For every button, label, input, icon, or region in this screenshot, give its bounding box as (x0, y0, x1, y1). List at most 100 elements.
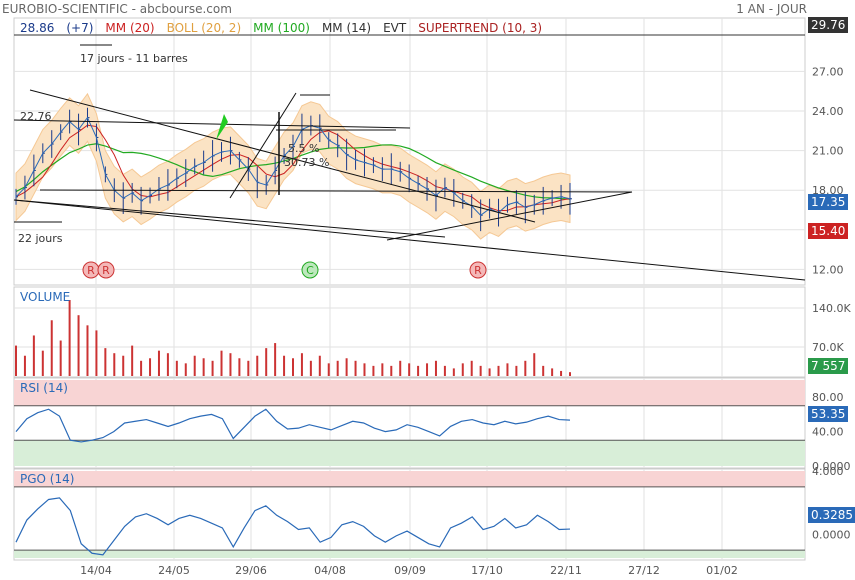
volume-bar (372, 365, 375, 376)
legend-item: 28.86 (20, 21, 55, 35)
volume-bar (32, 335, 35, 376)
legend-item: MM (14) (321, 21, 372, 35)
x-tick-label: 22/11 (550, 564, 582, 577)
volume-bar (300, 353, 303, 376)
volume-title: VOLUME (20, 290, 71, 304)
volume-bar (327, 363, 330, 376)
volume-tick-label: 140.0K (812, 302, 851, 315)
legend-item: (+7) (66, 21, 94, 35)
volume-bar (256, 355, 259, 376)
trend-line (39, 189, 633, 193)
percent-annotation: 5.5 % (288, 142, 320, 155)
volume-tick-label: 70.0K (812, 341, 844, 354)
y-tick-label: 27.00 (812, 65, 844, 78)
rsi-title: RSI (14) (20, 381, 68, 395)
volume-bar (238, 358, 241, 376)
x-tick-label: 24/05 (158, 564, 190, 577)
rsi-tick-label: 40.00 (812, 426, 844, 439)
pgo-tick-label: 4.000 (812, 465, 844, 478)
volume-bar (443, 365, 446, 376)
volume-bar (479, 365, 482, 376)
volume-bar (265, 348, 268, 376)
volume-bar (488, 368, 491, 376)
volume-bar (104, 348, 107, 376)
legend-item: EVT (383, 21, 407, 35)
volume-bar (175, 360, 178, 376)
x-tick-label: 27/12 (628, 564, 660, 577)
volume-bar (86, 325, 89, 376)
rsi-tick-label: 0.0000 (812, 460, 851, 473)
event-marker (469, 261, 487, 279)
volume-bar (434, 360, 437, 376)
rsi-tick-label: 80.00 (812, 391, 844, 404)
volume-bar (390, 365, 393, 376)
legend-item: MM (20) (105, 21, 155, 35)
volume-bar (166, 353, 169, 376)
volume-bar (336, 360, 339, 376)
duration-annotation: 22 jours (18, 232, 63, 245)
rsi-line (15, 408, 571, 443)
high-price-label: 29.76 (808, 17, 849, 33)
volume-bar (220, 350, 223, 376)
x-tick-label: 14/04 (80, 564, 112, 577)
volume-bar (345, 358, 348, 376)
volume-bar (399, 360, 402, 376)
volume-bar (247, 360, 250, 376)
volume-bar (229, 353, 232, 376)
rsi-last-label: 53.35 (808, 406, 849, 422)
trend-line (13, 199, 806, 281)
pgo-line (15, 497, 571, 556)
up-arrow-icon (216, 114, 228, 140)
x-tick-label: 29/06 (235, 564, 267, 577)
volume-bar (131, 345, 134, 376)
volume-bar (50, 320, 53, 376)
oversold-zone (14, 440, 805, 466)
pgo-green-zone (14, 550, 805, 558)
volume-bar (184, 363, 187, 376)
volume-bar (113, 353, 116, 376)
legend-item: BOLL (20, 2) (166, 21, 242, 35)
pgo-title: PGO (14) (20, 472, 75, 486)
volume-bar (283, 355, 286, 376)
pgo-tick-label: 0.0000 (812, 528, 851, 541)
low-price-label: 15.40 (808, 223, 849, 239)
volume-bar (524, 360, 527, 376)
volume-bar (68, 300, 71, 376)
event-marker (301, 261, 319, 279)
indicator-legend: 28.86 (+7) MM (20) BOLL (20, 2) MM (100) MM (… (20, 21, 554, 35)
volume-bar (354, 360, 357, 376)
volume-bar (41, 350, 44, 376)
y-tick-label: 24.00 (812, 105, 844, 118)
x-tick-label: 01/02 (706, 564, 738, 577)
last-price-label: 17.35 (808, 194, 849, 210)
pgo-last-label: 0.3285 (808, 507, 855, 523)
trend-line (386, 191, 633, 241)
trend-line (13, 119, 411, 129)
period-label: 1 AN - JOUR (736, 2, 807, 16)
chart-title: EUROBIO-SCIENTIFIC - abcbourse.com (2, 2, 232, 16)
volume-bar (292, 358, 294, 376)
percent-annotation-2: 30.73 % (284, 156, 330, 169)
volume-bar (542, 365, 545, 376)
volume-bar (381, 363, 384, 376)
volume-bar (497, 365, 500, 376)
volume-bar (274, 343, 277, 376)
volume-bar (95, 330, 98, 376)
event-marker-label: R (87, 264, 95, 277)
event-marker-label: R (102, 264, 110, 277)
volume-bar (470, 360, 473, 376)
volume-bar (23, 355, 26, 376)
volume-bar (157, 350, 160, 376)
volume-bar (569, 372, 571, 376)
volume-bar (551, 368, 554, 376)
mm20-line (15, 124, 571, 212)
volume-bar (426, 363, 429, 376)
volume-bar (77, 315, 80, 376)
price-line (15, 116, 571, 216)
volume-bar (140, 360, 143, 376)
event-marker-label: R (474, 264, 482, 277)
y-tick-label: 21.00 (812, 145, 844, 158)
event-marker (97, 261, 115, 279)
x-tick-label: 17/10 (471, 564, 503, 577)
